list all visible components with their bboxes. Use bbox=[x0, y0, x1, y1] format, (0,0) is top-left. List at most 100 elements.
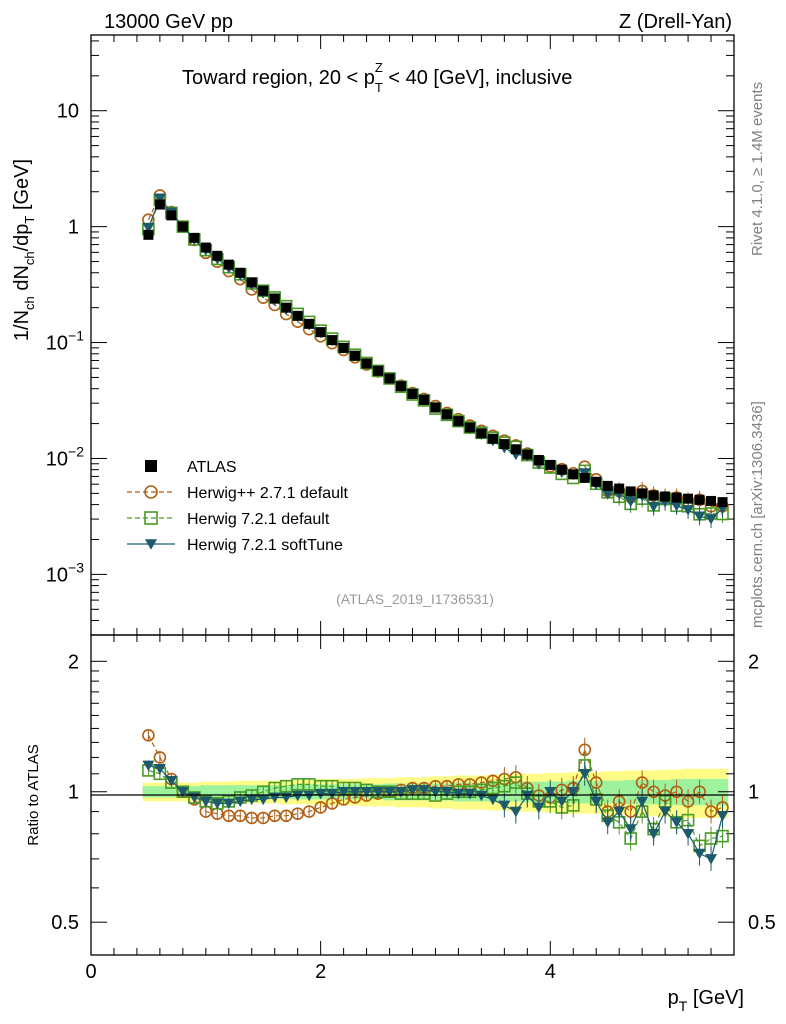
atlas-point bbox=[706, 495, 717, 506]
ratio-point-2 bbox=[509, 776, 523, 789]
atlas-point bbox=[373, 365, 384, 376]
mcplots-label: mcplots.cern.ch [arXiv:1306.3436] bbox=[749, 401, 766, 628]
legend: ATLAS Herwig++ 2.7.1 default Herwig 7.2.1 … bbox=[127, 459, 349, 554]
ratio-point-3 bbox=[245, 794, 258, 806]
legend-marker bbox=[145, 539, 157, 550]
top-point-3 bbox=[693, 511, 706, 523]
ratio-point-3 bbox=[555, 796, 568, 808]
atlas-point bbox=[487, 433, 498, 444]
ratio-point-3 bbox=[693, 848, 706, 860]
atlas-point bbox=[315, 327, 326, 338]
ratio-point-3 bbox=[372, 786, 385, 798]
atlas-point bbox=[384, 373, 395, 384]
atlas-point bbox=[510, 444, 521, 455]
top-point-3 bbox=[682, 505, 695, 516]
top-panel-series bbox=[142, 189, 729, 528]
atlas-point bbox=[556, 464, 567, 475]
ratio-point-3 bbox=[326, 788, 339, 800]
ratio-point-3 bbox=[165, 775, 178, 787]
atlas-point bbox=[694, 494, 705, 505]
y-tick-label-ratio: 2 bbox=[68, 651, 79, 673]
atlas-point bbox=[292, 310, 303, 321]
top-point-3 bbox=[705, 514, 718, 525]
atlas-point bbox=[441, 409, 452, 420]
ratio-point-1 bbox=[693, 785, 706, 799]
ratio-point-3 bbox=[337, 786, 350, 798]
ratio-point-3 bbox=[142, 760, 155, 772]
atlas-point bbox=[223, 259, 234, 270]
ratio-point-1 bbox=[704, 805, 718, 818]
atlas-point bbox=[522, 449, 533, 460]
legend-marker bbox=[145, 460, 157, 472]
atlas-point bbox=[212, 250, 223, 261]
ratio-point-3 bbox=[636, 796, 649, 808]
ratio-point-3 bbox=[521, 790, 534, 802]
ratio-point-3 bbox=[395, 786, 408, 798]
ratio-point-3 bbox=[211, 798, 224, 810]
ratio-point-1 bbox=[670, 785, 683, 799]
ratio-point-1 bbox=[233, 809, 247, 823]
ratio-point-3 bbox=[475, 790, 488, 802]
ratio-point-3 bbox=[578, 769, 591, 780]
ratio-point-3 bbox=[532, 802, 545, 814]
ratio-point-3 bbox=[716, 811, 729, 822]
ratio-point-1 bbox=[153, 751, 167, 764]
atlas-point bbox=[269, 293, 280, 304]
analysis-id: (ATLAS_2019_I1736531) bbox=[336, 591, 494, 607]
atlas-point bbox=[660, 491, 671, 502]
ratio-point-3 bbox=[291, 790, 304, 802]
ratio-point-1 bbox=[279, 809, 293, 823]
atlas-point bbox=[671, 492, 682, 503]
ratio-point-3 bbox=[176, 786, 189, 798]
top-point-3 bbox=[153, 193, 166, 205]
top-point-3 bbox=[624, 496, 637, 508]
ratio-point-3 bbox=[153, 763, 166, 775]
y-axis-label-top: 1/Nch dNch/dpT [GeV] bbox=[11, 159, 37, 341]
ratio-panel-series bbox=[142, 728, 729, 871]
x-tick-label: 2 bbox=[315, 961, 326, 983]
legend-marker bbox=[144, 511, 158, 525]
atlas-point bbox=[625, 486, 636, 497]
atlas-point bbox=[154, 199, 165, 210]
ratio-point-3 bbox=[647, 828, 660, 840]
atlas-point bbox=[418, 394, 429, 405]
ratio-point-3 bbox=[417, 785, 430, 796]
atlas-point bbox=[246, 277, 257, 288]
atlas-point bbox=[235, 267, 246, 278]
y-tick-label-top: 10−1 bbox=[46, 328, 84, 355]
rivet-label: Rivet 4.1.0, ≥ 1.4M events bbox=[749, 82, 766, 256]
atlas-point bbox=[430, 402, 441, 413]
header-right: Z (Drell-Yan) bbox=[619, 11, 732, 33]
x-axis-label: pT [GeV] bbox=[668, 987, 744, 1014]
atlas-point bbox=[683, 493, 694, 504]
ratio-point-1 bbox=[314, 801, 327, 814]
atlas-point bbox=[407, 388, 418, 399]
ratio-point-1 bbox=[256, 811, 270, 825]
ratio-point-3 bbox=[624, 824, 637, 835]
top-point-3 bbox=[142, 222, 155, 234]
x-tick-label: 4 bbox=[545, 961, 556, 983]
atlas-point bbox=[258, 285, 269, 296]
ratio-point-3 bbox=[486, 794, 499, 806]
y-tick-label-top: 10 bbox=[57, 101, 79, 123]
atlas-point bbox=[177, 221, 188, 232]
y-tick-label-ratio-right: 0.5 bbox=[748, 912, 776, 934]
atlas-point bbox=[499, 439, 510, 450]
atlas-point bbox=[281, 302, 292, 313]
atlas-point bbox=[614, 483, 625, 494]
legend-label: ATLAS bbox=[187, 459, 237, 476]
atlas-point bbox=[327, 335, 338, 346]
y-tick-label-ratio: 1 bbox=[68, 782, 79, 804]
atlas-point bbox=[591, 476, 602, 487]
ratio-point-3 bbox=[303, 790, 316, 802]
ratio-point-3 bbox=[349, 786, 362, 798]
atlas-point bbox=[453, 416, 464, 427]
ratio-point-1 bbox=[142, 728, 155, 742]
atlas-point bbox=[717, 497, 728, 508]
atlas-point bbox=[464, 422, 475, 433]
ratio-point-3 bbox=[234, 796, 247, 808]
atlas-point bbox=[545, 459, 556, 470]
ratio-point-3 bbox=[682, 828, 695, 840]
ratio-point-3 bbox=[509, 806, 522, 818]
atlas-point bbox=[361, 358, 372, 369]
